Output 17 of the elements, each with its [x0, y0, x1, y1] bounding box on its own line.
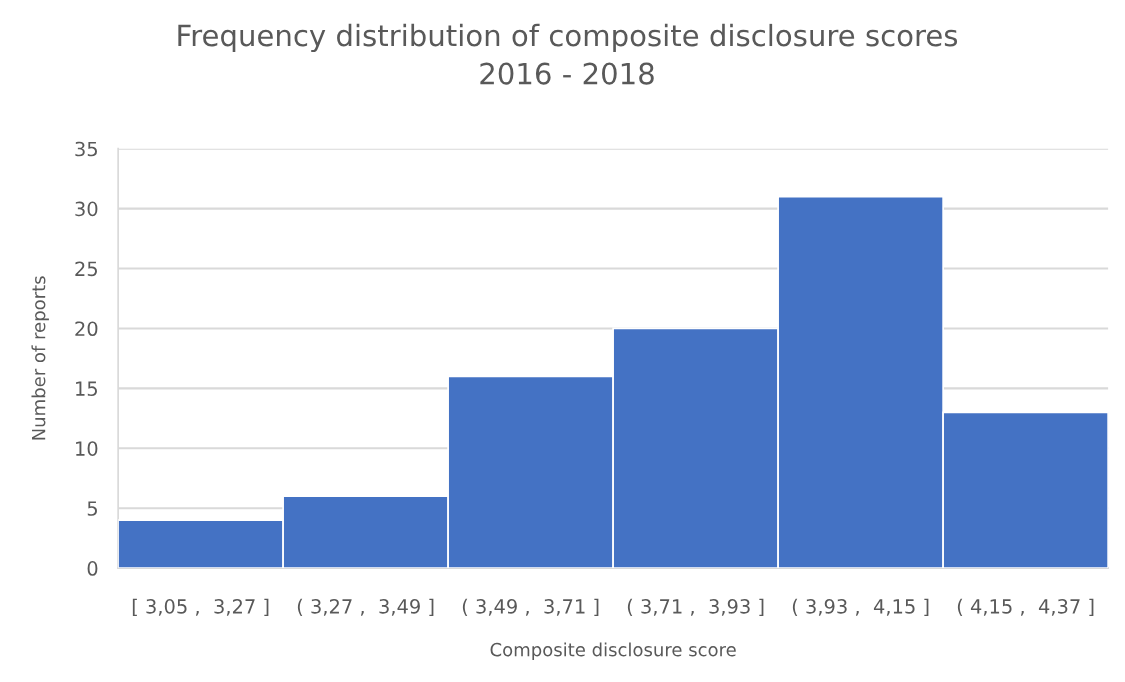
y-tick-label: 25	[75, 261, 97, 277]
y-tick-label: 30	[75, 201, 98, 217]
x-tick-label: ( 3,93 , 4,15 ]	[792, 598, 929, 616]
y-tick-label: 10	[76, 441, 98, 456]
x-tick-label: [ 3,05 , 3,27 ]	[132, 598, 269, 616]
y-axis-title: Number of reports	[31, 276, 49, 440]
x-tick-label: ( 3,71 , 3,93 ]	[627, 598, 764, 616]
x-tick-label: ( 4,15 , 4,37 ]	[957, 598, 1094, 616]
y-tick-label: 0	[87, 561, 98, 576]
y-tick-label: 35	[75, 141, 97, 157]
chart-title: Frequency distribution of composite disclosure scores 2016 - 2018	[178, 23, 958, 85]
y-tick-label: 5	[87, 501, 97, 516]
x-tick-label: ( 3,27 , 3,49 ]	[297, 598, 434, 616]
y-tick-label: 15	[76, 381, 97, 397]
y-tick-label: 20	[75, 321, 98, 337]
x-tick-label: ( 3,49 , 3,71 ]	[462, 598, 599, 616]
x-axis-title: Composite disclosure score	[490, 642, 736, 660]
